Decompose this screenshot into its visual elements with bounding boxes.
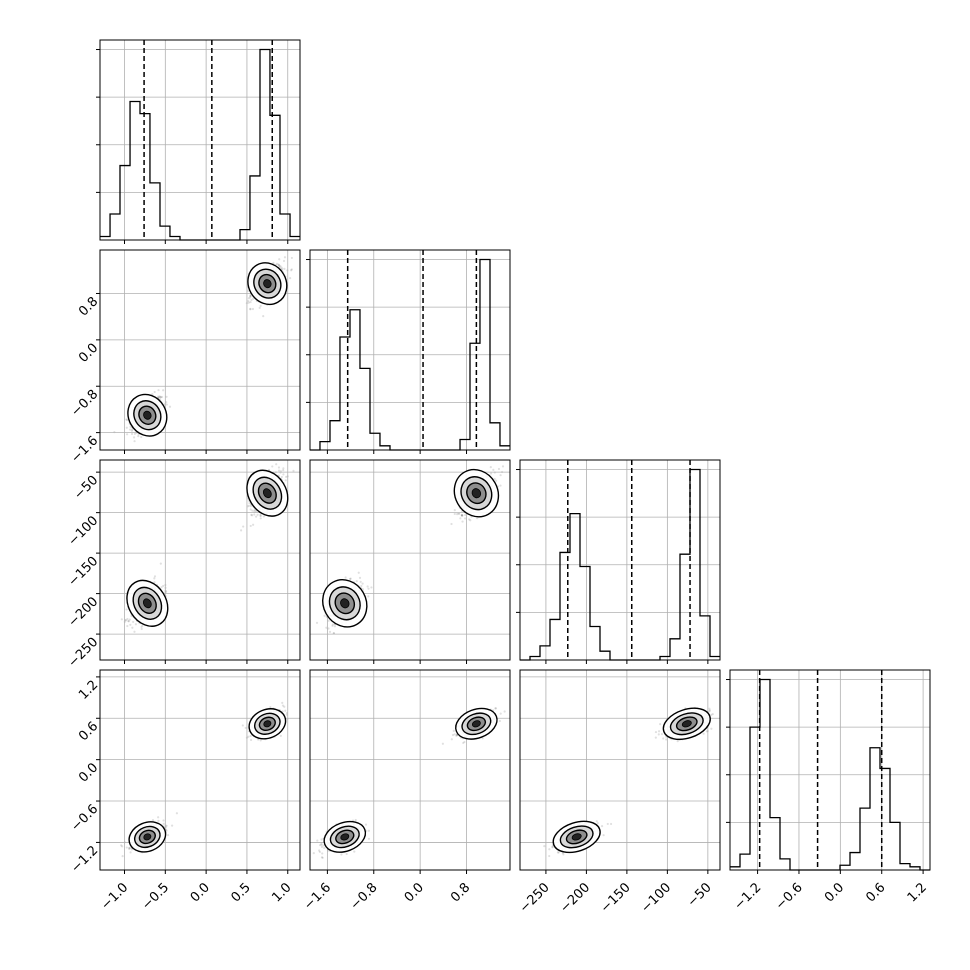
panel-p2-vs-p2 (516, 459, 721, 664)
contour (143, 833, 152, 841)
scatter-layer (113, 256, 714, 859)
tick-label-y: 0.8 (76, 294, 101, 319)
panels-layer: −1.6−0.80.00.8−250−200−150−100−50−1.2−0.… (65, 39, 931, 916)
tick-label-x: 0.6 (863, 880, 888, 905)
tick-label-y: −1.2 (68, 843, 101, 876)
tick-label-x: −1.2 (731, 880, 764, 913)
panel-frame (519, 669, 721, 871)
contour (143, 410, 152, 420)
panel-p1-vs-p0: −1.6 −0.8 0.0 0.8 (68, 249, 301, 466)
contour (571, 833, 582, 841)
contour (340, 598, 350, 609)
tick-label-x: 0.5 (229, 880, 254, 905)
panel-frame (729, 669, 931, 871)
panel-frame (309, 249, 511, 451)
tick-label-x: −0.8 (348, 880, 381, 913)
tick-label-y: −1.6 (68, 433, 101, 466)
tick-label-x: −100 (638, 880, 674, 916)
tick-label-x: −50 (685, 880, 715, 910)
panel-frame (309, 459, 511, 661)
contour (471, 720, 481, 728)
panel-p0-vs-p0 (96, 39, 301, 244)
panel-p3-vs-p2: −250 −200 −150 −100 −50 (517, 669, 721, 916)
panel-frame (99, 249, 301, 451)
tick-label-y: 1.2 (76, 678, 101, 703)
tick-label-y: −150 (65, 554, 101, 590)
tick-label-y: 0.0 (76, 341, 101, 366)
tick-label-x: 0.0 (402, 880, 427, 905)
tick-label-x: 1.2 (905, 880, 930, 905)
panel-p3-vs-p3: −1.2 −0.6 0.0 0.6 1.2 (726, 669, 931, 913)
tick-label-x: 1.0 (269, 880, 294, 905)
tick-label-y: −0.6 (68, 802, 101, 835)
panel-frame (99, 459, 301, 661)
contour (263, 720, 272, 728)
panel-frame (519, 459, 721, 661)
panel-frame (99, 39, 301, 241)
tick-label-y: 0.6 (76, 719, 101, 744)
tick-label-y: −100 (65, 513, 101, 549)
panel-frame (99, 669, 301, 871)
tick-label-y: −200 (65, 594, 101, 630)
tick-label-x: −250 (517, 880, 553, 916)
tick-label-x: 0.0 (822, 880, 847, 905)
panel-p2-vs-p0: −250 −200 −150 −100 −50 (65, 459, 301, 671)
panel-p2-vs-p1 (309, 459, 511, 664)
tick-label-x: −1.0 (98, 880, 131, 913)
contour (263, 279, 272, 289)
tick-label-x: −0.5 (139, 880, 172, 913)
tick-label-x: 0.8 (448, 880, 473, 905)
tick-label-y: −50 (71, 473, 101, 503)
panel-p3-vs-p0: −1.2 −0.6 0.0 0.6 1.2 −1.0 −0.5 0.0 0.5 1.0 (68, 669, 301, 913)
tick-label-y: −250 (65, 635, 101, 671)
tick-label-x: −200 (557, 880, 593, 916)
tick-label-x: −1.6 (301, 880, 334, 913)
tick-label-x: −0.6 (773, 880, 806, 913)
contour (262, 488, 272, 499)
tick-label-x: 0.0 (188, 880, 213, 905)
contour (681, 720, 692, 728)
panel-p1-vs-p1 (306, 249, 511, 454)
tick-label-x: −150 (598, 880, 634, 916)
contour (142, 598, 152, 609)
panel-p3-vs-p1: −1.6 −0.8 0.0 0.8 (301, 669, 511, 913)
tick-label-y: 0.0 (76, 760, 101, 785)
panel-frame (309, 669, 511, 871)
tick-label-y: −0.8 (68, 387, 101, 420)
contour (471, 488, 482, 499)
contour (340, 833, 350, 841)
